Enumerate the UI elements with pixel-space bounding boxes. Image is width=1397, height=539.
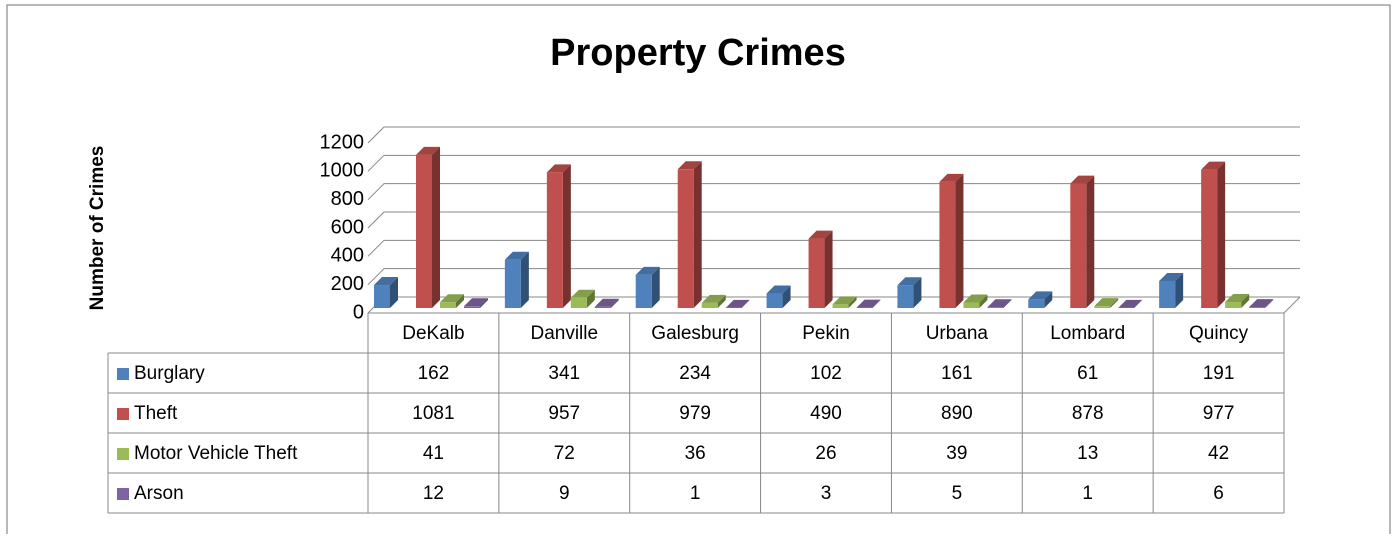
bar	[636, 275, 652, 308]
chart-title: Property Crimes	[550, 32, 846, 74]
y-tick-label: 1000	[320, 160, 365, 182]
bar	[374, 285, 390, 308]
y-tick-label: 1200	[320, 131, 365, 153]
table-value: 9	[559, 483, 570, 504]
table-value: 42	[1208, 443, 1229, 464]
bar	[464, 306, 480, 308]
bar-side	[694, 161, 702, 308]
table-value: 957	[548, 403, 580, 424]
legend-swatch	[117, 488, 129, 500]
table-value: 3	[821, 483, 832, 504]
x-tick-label: Danville	[530, 323, 598, 344]
x-tick-label: Lombard	[1050, 323, 1125, 344]
grid-line	[368, 127, 1300, 143]
bar-side	[1086, 176, 1094, 308]
bar	[897, 285, 913, 308]
y-tick-label: 800	[331, 188, 364, 210]
table-value: 977	[1203, 403, 1235, 424]
bar	[939, 182, 955, 308]
table-value: 12	[423, 483, 444, 504]
floor-edge	[1284, 297, 1300, 313]
bar	[1225, 302, 1241, 308]
x-tick-label: DeKalb	[402, 323, 464, 344]
bar-top	[1118, 300, 1142, 308]
table-value: 191	[1203, 363, 1235, 384]
table-value: 6	[1213, 483, 1224, 504]
bar	[440, 302, 456, 308]
table-value: 979	[679, 403, 711, 424]
bar-top	[726, 300, 750, 308]
bar	[595, 307, 611, 308]
x-tick-label: Urbana	[926, 323, 989, 344]
bar-side	[955, 174, 963, 308]
bar	[1159, 281, 1175, 308]
legend-swatch	[117, 448, 129, 460]
bar	[571, 298, 587, 308]
bar-side	[1217, 162, 1225, 308]
bar	[987, 307, 1003, 308]
table-value: 1	[690, 483, 701, 504]
y-tick-label: 200	[331, 273, 364, 295]
y-tick-label: 0	[353, 301, 364, 323]
bar-side	[825, 231, 833, 308]
table-value: 341	[548, 363, 580, 384]
bar	[767, 294, 783, 308]
table-value: 72	[554, 443, 575, 464]
legend-label: Motor Vehicle Theft	[134, 443, 298, 464]
table-value: 39	[946, 443, 967, 464]
grid-line	[368, 212, 1300, 228]
bar	[963, 302, 979, 308]
bar-side	[432, 147, 440, 308]
legend-swatch	[117, 368, 129, 380]
bar	[1094, 306, 1110, 308]
bar	[678, 169, 694, 308]
legend-swatch	[117, 408, 129, 420]
bar-side	[521, 252, 529, 308]
bar	[547, 172, 563, 308]
grid-line	[368, 155, 1300, 171]
table-value: 41	[423, 443, 444, 464]
table-value: 490	[810, 403, 842, 424]
table-value: 1081	[412, 403, 454, 424]
table-value: 5	[952, 483, 963, 504]
bar	[1201, 170, 1217, 308]
bar-side	[563, 164, 571, 308]
table-value: 1	[1082, 483, 1093, 504]
table-value: 878	[1072, 403, 1104, 424]
bar	[702, 303, 718, 308]
y-tick-label: 600	[331, 216, 364, 238]
legend-label: Theft	[134, 403, 178, 424]
bar	[416, 155, 432, 308]
table-value: 26	[815, 443, 836, 464]
y-axis-label: Number of Crimes	[87, 146, 108, 311]
table-value: 13	[1077, 443, 1098, 464]
bar	[1070, 184, 1086, 308]
x-tick-label: Pekin	[802, 323, 850, 344]
x-tick-label: Quincy	[1189, 323, 1249, 344]
table-value: 36	[685, 443, 706, 464]
legend-label: Arson	[134, 483, 184, 504]
bar	[809, 239, 825, 308]
table-value: 162	[418, 363, 450, 384]
bar	[1028, 299, 1044, 308]
x-tick-label: Galesburg	[651, 323, 739, 344]
bar	[1249, 307, 1265, 308]
bar	[833, 304, 849, 308]
legend-label: Burglary	[134, 363, 205, 384]
table-value: 161	[941, 363, 973, 384]
table-value: 890	[941, 403, 973, 424]
table-value: 61	[1077, 363, 1098, 384]
grid-line	[368, 240, 1300, 256]
y-tick-label: 400	[331, 245, 364, 267]
bar	[505, 260, 521, 308]
table-value: 234	[679, 363, 711, 384]
grid-line	[368, 184, 1300, 200]
table-value: 102	[810, 363, 842, 384]
